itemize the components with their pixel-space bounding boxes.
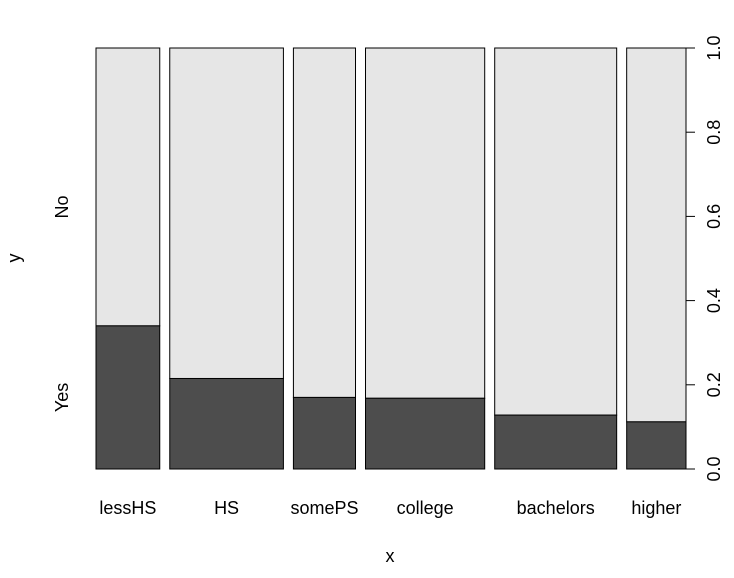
bar-segment-no-bachelors — [494, 47, 618, 416]
right-axis-tick-label: 1.0 — [704, 35, 724, 60]
x-tick-label-HS: HS — [214, 498, 239, 518]
right-axis-tick-label: 0.8 — [704, 120, 724, 145]
y-category-labels: Yes No — [52, 195, 72, 412]
x-tick-label-somePS: somePS — [290, 498, 358, 518]
bar-segment-no-HS — [169, 47, 284, 379]
bar-segment-yes-college — [365, 397, 486, 470]
bar-segment-yes-lessHS — [95, 325, 161, 470]
bar-segment-no-higher — [626, 47, 687, 423]
y-category-label-no: No — [52, 195, 72, 218]
x-tick-label-lessHS: lessHS — [99, 498, 156, 518]
x-tick-label-bachelors: bachelors — [517, 498, 595, 518]
x-axis-title: x — [386, 546, 395, 566]
x-tick-label-college: college — [397, 498, 454, 518]
x-tick-label-higher: higher — [631, 498, 681, 518]
right-axis-tick-label: 0.6 — [704, 204, 724, 229]
bars-layer — [95, 47, 687, 470]
bar-segment-no-lessHS — [95, 47, 161, 327]
y-category-label-yes: Yes — [52, 383, 72, 412]
bar-segment-yes-somePS — [292, 396, 357, 470]
y-axis-title: y — [4, 254, 24, 263]
right-axis-tick-label: 0.4 — [704, 288, 724, 313]
right-axis: 0.0 0.2 0.4 0.6 0.8 1.0 — [685, 35, 724, 482]
bar-segment-no-college — [365, 47, 486, 399]
bar-segment-yes-higher — [626, 421, 687, 470]
bar-segment-yes-HS — [169, 377, 284, 470]
right-axis-tick-label: 0.2 — [704, 372, 724, 397]
bar-segment-yes-bachelors — [494, 414, 618, 470]
bar-segment-no-somePS — [292, 47, 357, 398]
right-axis-tick-label: 0.0 — [704, 456, 724, 481]
x-tick-labels: lessHS HS somePS college bachelors higher — [99, 498, 681, 518]
